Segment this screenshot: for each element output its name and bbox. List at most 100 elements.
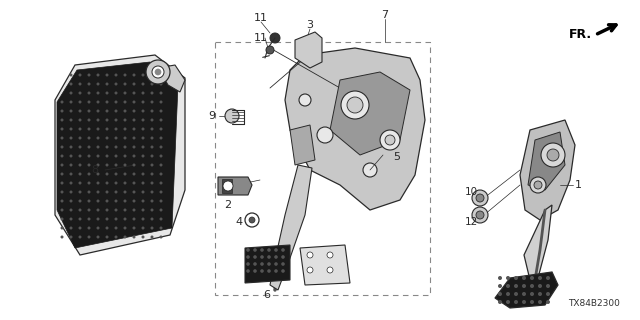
Circle shape [115, 92, 118, 94]
Circle shape [61, 137, 63, 140]
Circle shape [79, 118, 81, 122]
Circle shape [88, 236, 90, 238]
Circle shape [79, 109, 81, 113]
Circle shape [307, 267, 313, 273]
Circle shape [270, 33, 280, 43]
Circle shape [88, 181, 90, 185]
Circle shape [115, 172, 118, 175]
Circle shape [124, 209, 127, 212]
Circle shape [61, 100, 63, 103]
Circle shape [159, 74, 163, 76]
Circle shape [132, 181, 136, 185]
Circle shape [70, 109, 72, 113]
Circle shape [150, 100, 154, 103]
Text: 11: 11 [254, 13, 268, 23]
Circle shape [106, 209, 109, 212]
Circle shape [506, 284, 510, 288]
Text: 5: 5 [393, 152, 400, 162]
Circle shape [70, 74, 72, 76]
Circle shape [514, 300, 518, 304]
Circle shape [530, 300, 534, 304]
Circle shape [115, 100, 118, 103]
Circle shape [124, 137, 127, 140]
Circle shape [70, 155, 72, 157]
Text: 9: 9 [208, 111, 215, 121]
Circle shape [538, 292, 542, 296]
Circle shape [327, 252, 333, 258]
Circle shape [150, 137, 154, 140]
Polygon shape [245, 245, 290, 283]
Circle shape [522, 300, 526, 304]
Circle shape [159, 146, 163, 148]
Circle shape [88, 74, 90, 76]
Circle shape [124, 146, 127, 148]
Circle shape [498, 300, 502, 304]
Circle shape [97, 74, 99, 76]
Circle shape [546, 292, 550, 296]
Circle shape [115, 181, 118, 185]
Circle shape [106, 190, 109, 194]
Circle shape [79, 155, 81, 157]
Polygon shape [295, 32, 322, 68]
Circle shape [159, 92, 163, 94]
Circle shape [106, 74, 109, 76]
Circle shape [132, 155, 136, 157]
Text: 7: 7 [381, 10, 388, 20]
Circle shape [106, 100, 109, 103]
Circle shape [141, 118, 145, 122]
Circle shape [79, 92, 81, 94]
Circle shape [498, 292, 502, 296]
Circle shape [124, 227, 127, 229]
Circle shape [155, 69, 161, 75]
Circle shape [159, 181, 163, 185]
Circle shape [266, 46, 274, 54]
Circle shape [268, 262, 271, 266]
Circle shape [70, 172, 72, 175]
Circle shape [61, 181, 63, 185]
Circle shape [530, 292, 534, 296]
Circle shape [88, 199, 90, 203]
Polygon shape [57, 62, 178, 248]
Polygon shape [222, 179, 232, 193]
Circle shape [115, 236, 118, 238]
Circle shape [327, 267, 333, 273]
Circle shape [88, 137, 90, 140]
Circle shape [141, 172, 145, 175]
Circle shape [61, 218, 63, 220]
Circle shape [253, 269, 257, 273]
Circle shape [274, 255, 278, 259]
Circle shape [97, 164, 99, 166]
Circle shape [150, 199, 154, 203]
Circle shape [260, 269, 264, 273]
Circle shape [159, 236, 163, 238]
Circle shape [132, 236, 136, 238]
Circle shape [106, 83, 109, 85]
Circle shape [274, 262, 278, 266]
Circle shape [97, 190, 99, 194]
Polygon shape [270, 165, 312, 290]
Circle shape [79, 164, 81, 166]
Circle shape [115, 209, 118, 212]
Circle shape [538, 284, 542, 288]
Circle shape [141, 164, 145, 166]
Circle shape [472, 190, 488, 206]
Circle shape [341, 91, 369, 119]
Circle shape [97, 83, 99, 85]
Circle shape [150, 109, 154, 113]
Circle shape [70, 227, 72, 229]
Text: 6: 6 [264, 290, 271, 300]
Circle shape [132, 109, 136, 113]
Circle shape [246, 255, 250, 259]
Circle shape [522, 284, 526, 288]
Circle shape [79, 209, 81, 212]
Circle shape [88, 146, 90, 148]
Circle shape [150, 209, 154, 212]
Circle shape [246, 269, 250, 273]
Circle shape [546, 300, 550, 304]
Circle shape [141, 236, 145, 238]
Circle shape [150, 118, 154, 122]
Circle shape [150, 74, 154, 76]
Circle shape [97, 236, 99, 238]
Circle shape [70, 146, 72, 148]
Circle shape [132, 227, 136, 229]
